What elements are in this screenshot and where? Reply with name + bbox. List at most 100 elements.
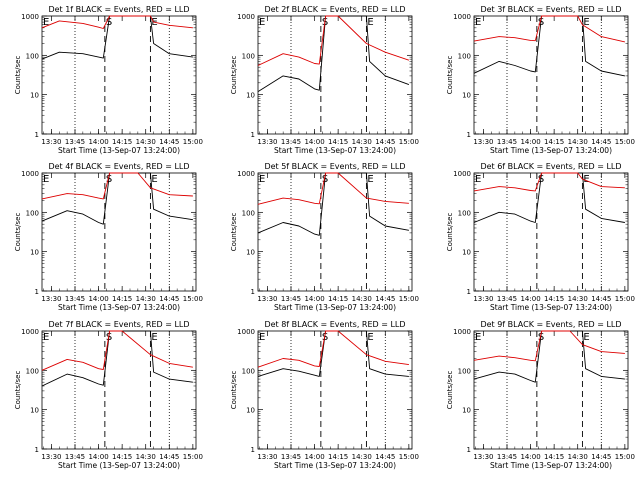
x-tick-label: 13:45 xyxy=(65,453,85,461)
y-tick-label: 1 xyxy=(467,131,471,139)
x-tick-label: 14:30 xyxy=(568,295,588,303)
series-line-events xyxy=(41,15,193,60)
x-tick-label: 14:45 xyxy=(591,453,611,461)
y-tick-label: 10 xyxy=(246,92,255,100)
x-tick-label: 15:00 xyxy=(183,295,203,303)
y-tick-label: 100 xyxy=(458,209,471,217)
series-line-lld xyxy=(473,172,625,192)
x-tick-label: 13:30 xyxy=(41,295,61,303)
plot-3: Det 3f BLACK = Events, RED = LLD 1 10 100 10… xyxy=(446,5,635,155)
y-tick-label: 1 xyxy=(251,288,255,296)
plot-frame xyxy=(257,330,413,450)
y-tick-label: 1000 xyxy=(453,170,471,178)
y-tick-label: 100 xyxy=(458,52,471,60)
y-axis-label: Counts/sec xyxy=(446,371,454,410)
plot-frame xyxy=(257,172,413,292)
x-tick-label: 13:45 xyxy=(65,138,85,146)
y-tick-label: 10 xyxy=(462,407,471,415)
y-tick-label: 1000 xyxy=(21,328,39,336)
series-line-events xyxy=(473,330,625,383)
x-tick-label: 14:45 xyxy=(591,295,611,303)
plot-frame xyxy=(473,172,629,292)
plot-title: Det 2f BLACK = Events, RED = LLD xyxy=(264,5,405,14)
x-tick-label: 15:00 xyxy=(615,453,635,461)
plot-title: Det 1f BLACK = Events, RED = LLD xyxy=(48,5,189,14)
x-tick-label: 14:00 xyxy=(520,138,540,146)
plot-9: Det 9f BLACK = Events, RED = LLD 1 10 100 10… xyxy=(446,320,635,470)
marker-label-end: E xyxy=(367,174,373,185)
x-tick-label: 14:15 xyxy=(328,295,348,303)
marker-label-end: E xyxy=(583,174,589,185)
x-tick-label: 14:15 xyxy=(112,138,132,146)
series-line-lld xyxy=(257,330,409,368)
y-tick-label: 1000 xyxy=(21,13,39,21)
marker-label-start: E xyxy=(43,17,49,28)
x-tick-label: 14:00 xyxy=(88,295,108,303)
x-tick-label: 14:00 xyxy=(88,138,108,146)
x-tick-label: 13:30 xyxy=(41,138,61,146)
marker-label-start: E xyxy=(43,332,49,343)
x-tick-label: 13:30 xyxy=(41,453,61,461)
y-axis-label: Counts/sec xyxy=(230,371,238,410)
x-tick-label: 13:45 xyxy=(281,138,301,146)
y-tick-label: 1 xyxy=(35,446,39,454)
x-tick-label: 14:45 xyxy=(375,138,395,146)
marker-label-start: E xyxy=(475,332,481,343)
y-tick-label: 1 xyxy=(251,131,255,139)
y-axis-label: Counts/sec xyxy=(14,371,22,410)
x-tick-label: 14:00 xyxy=(88,453,108,461)
plot-title: Det 9f BLACK = Events, RED = LLD xyxy=(480,320,621,329)
y-tick-label: 100 xyxy=(26,209,39,217)
plot-6: Det 6f BLACK = Events, RED = LLD 1 10 100 10… xyxy=(446,162,635,312)
x-tick-label: 15:00 xyxy=(399,138,419,146)
x-tick-label: 13:30 xyxy=(473,138,493,146)
x-tick-label: 13:45 xyxy=(497,453,517,461)
y-tick-label: 10 xyxy=(30,92,39,100)
x-tick-label: 13:45 xyxy=(65,295,85,303)
series-line-events xyxy=(257,330,409,377)
y-axis-label: Counts/sec xyxy=(230,213,238,252)
plot-4: Det 4f BLACK = Events, RED = LLD 1 10 100 10… xyxy=(14,162,203,312)
plot-title: Det 8f BLACK = Events, RED = LLD xyxy=(264,320,405,329)
marker-label-start: E xyxy=(43,174,49,185)
x-tick-label: 14:15 xyxy=(112,295,132,303)
series-line-lld xyxy=(473,330,625,362)
y-tick-label: 100 xyxy=(26,52,39,60)
y-tick-label: 10 xyxy=(246,249,255,257)
x-tick-label: 13:45 xyxy=(497,138,517,146)
x-tick-label: 14:00 xyxy=(520,453,540,461)
x-tick-label: 15:00 xyxy=(183,138,203,146)
plot-1: Det 1f BLACK = Events, RED = LLD 1 10 100 10… xyxy=(14,5,203,155)
x-tick-label: 14:00 xyxy=(520,295,540,303)
x-tick-label: 15:00 xyxy=(399,453,419,461)
x-axis-label: Start Time (13-Sep-07 13:24:00) xyxy=(274,461,396,470)
marker-label-start: E xyxy=(475,174,481,185)
x-axis-label: Start Time (13-Sep-07 13:24:00) xyxy=(490,146,612,155)
x-axis-label: Start Time (13-Sep-07 13:24:00) xyxy=(58,303,180,312)
y-tick-label: 1 xyxy=(251,446,255,454)
series-line-lld xyxy=(257,15,410,66)
plot-7: Det 7f BLACK = Events, RED = LLD 1 10 100 10… xyxy=(14,320,203,470)
y-tick-label: 1000 xyxy=(21,170,39,178)
y-tick-label: 10 xyxy=(30,407,39,415)
marker-label-start: E xyxy=(475,17,481,28)
x-tick-label: 15:00 xyxy=(399,295,419,303)
x-tick-label: 14:30 xyxy=(136,295,156,303)
marker-label-end: E xyxy=(367,332,373,343)
marker-label-start: E xyxy=(259,17,265,28)
x-tick-label: 14:15 xyxy=(328,453,348,461)
x-tick-label: 14:15 xyxy=(112,453,132,461)
y-tick-label: 100 xyxy=(458,367,471,375)
x-tick-label: 13:30 xyxy=(473,453,493,461)
y-tick-label: 100 xyxy=(242,52,255,60)
plot-title: Det 5f BLACK = Events, RED = LLD xyxy=(264,162,405,171)
x-tick-label: 14:45 xyxy=(375,453,395,461)
y-tick-label: 1000 xyxy=(237,13,255,21)
x-tick-label: 14:30 xyxy=(352,453,372,461)
y-tick-label: 10 xyxy=(246,407,255,415)
x-tick-label: 13:30 xyxy=(257,138,277,146)
plot-title: Det 3f BLACK = Events, RED = LLD xyxy=(480,5,621,14)
marker-label-end: E xyxy=(151,332,157,343)
plot-frame xyxy=(41,172,197,292)
x-tick-label: 14:30 xyxy=(568,453,588,461)
